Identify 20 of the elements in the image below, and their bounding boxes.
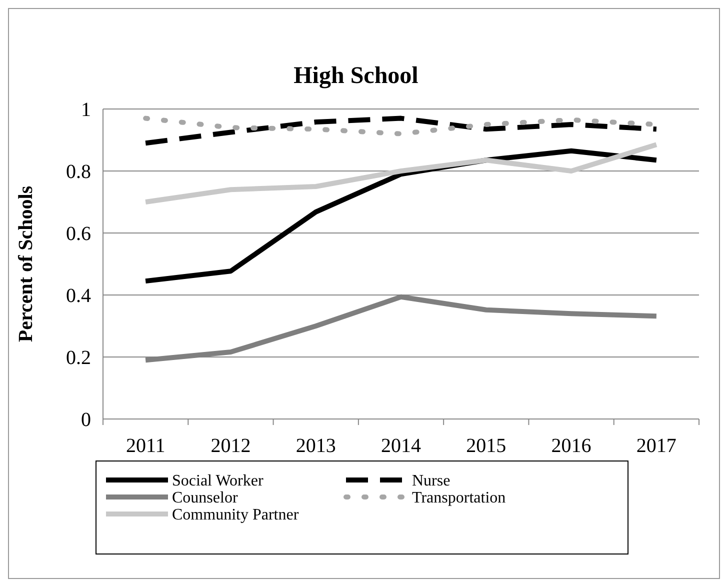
x-tick-label: 2012 (210, 435, 251, 457)
y-tick-label: 1 (81, 99, 91, 121)
y-tick-label: 0.2 (66, 347, 91, 369)
x-tick-label: 2014 (381, 435, 421, 457)
y-tick-label: 0 (81, 409, 91, 431)
legend-label: Community Partner (172, 506, 300, 524)
y-axis-title: Percent of Schools (15, 186, 37, 342)
legend-label: Social Worker (172, 472, 264, 490)
x-tick-label: 2016 (551, 435, 592, 457)
x-tick-label: 2017 (636, 435, 676, 457)
legend-label: Nurse (412, 472, 450, 490)
x-tick-label: 2015 (466, 435, 506, 457)
legend-label: Transportation (412, 490, 506, 507)
x-tick-label: 2013 (296, 435, 336, 457)
chart-title: High School (294, 63, 419, 89)
y-tick-label: 0.8 (66, 161, 91, 183)
y-tick-label: 0.6 (66, 223, 91, 245)
legend-label: Counselor (172, 490, 238, 507)
y-tick-label: 0.4 (66, 285, 91, 307)
x-tick-label: 2011 (126, 435, 166, 457)
